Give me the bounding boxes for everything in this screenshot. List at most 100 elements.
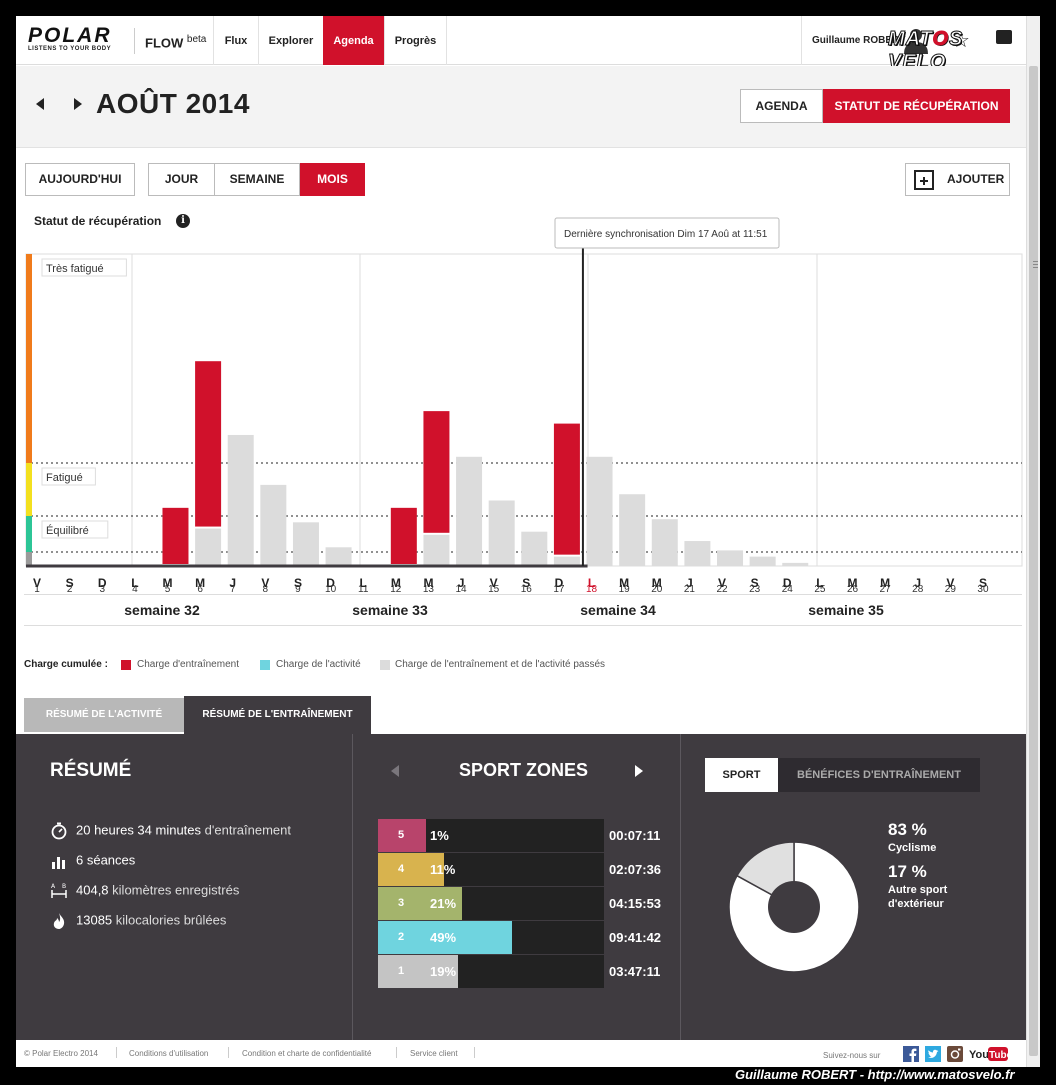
info-icon[interactable]: i xyxy=(176,214,190,228)
recovery-status-button[interactable]: STATUT DE RÉCUPÉRATION xyxy=(823,89,1010,123)
sport-zones-next-icon[interactable] xyxy=(635,765,643,777)
day-letter: J xyxy=(458,576,465,590)
bar-past-load xyxy=(684,541,711,566)
level-label-box xyxy=(41,520,109,539)
zone-time: 03:47:11 xyxy=(609,964,661,979)
footer-separator xyxy=(228,1047,229,1058)
polar-logo[interactable]: POLAR LISTENS TO YOUR BODY xyxy=(28,24,112,52)
bar-past-load xyxy=(292,522,319,566)
chart-title: Statut de récupération xyxy=(34,214,162,228)
stat-distance: A B 404,8 kilomètres enregistrés xyxy=(50,882,239,900)
zone-time: 04:15:53 xyxy=(609,896,662,911)
day-number: 20 xyxy=(651,584,663,595)
footer-privacy-link[interactable]: Condition et charte de confidentialité xyxy=(242,1049,372,1058)
week-labels: semaine 32 semaine 33 semaine 34 semaine… xyxy=(24,594,1022,626)
sport-zones-prev-icon[interactable] xyxy=(391,765,399,777)
recovery-chart: Très fatigué Fatigué Équilibré Dernière syn… xyxy=(25,217,1023,590)
view-month-button[interactable]: MOIS xyxy=(300,163,365,196)
day-letter: S xyxy=(979,576,987,590)
scrollbar-thumb[interactable] xyxy=(1029,66,1038,1056)
sport-label: Autre sport xyxy=(888,884,948,896)
svg-text:A: A xyxy=(51,883,56,890)
day-number: 1 xyxy=(34,584,40,595)
month-header: AOÛT 2014 AGENDA STATUT DE RÉCUPÉRATION xyxy=(16,66,1026,148)
day-number: 14 xyxy=(455,584,467,595)
footer-service-link[interactable]: Service client xyxy=(410,1049,458,1058)
day-letter: D xyxy=(326,576,335,590)
day-letter: D xyxy=(98,576,107,590)
sessions-value: 6 séances xyxy=(76,852,136,868)
next-month-icon[interactable] xyxy=(74,98,82,110)
level-color-strip xyxy=(26,552,32,566)
zone-bar-fill xyxy=(424,921,513,954)
bar-past-load xyxy=(521,531,548,566)
donut-hole xyxy=(768,881,820,933)
zone-number: 2 xyxy=(378,921,424,954)
bar-past-load xyxy=(488,500,515,566)
star-icon[interactable]: ☆ xyxy=(952,30,970,52)
training-summary-panel: RÉSUMÉ 20 heures 34 minutes d'entraîneme… xyxy=(16,734,1026,1040)
day-letter: M xyxy=(880,576,890,590)
add-button[interactable]: AJOUTER xyxy=(905,163,1010,196)
day-letter: V xyxy=(261,576,269,590)
vertical-scrollbar[interactable] xyxy=(1026,16,1040,1067)
day-number: 3 xyxy=(99,584,105,595)
top-navigation: POLAR LISTENS TO YOUR BODY FLOW beta Flu… xyxy=(16,16,1026,74)
day-number: 13 xyxy=(423,584,435,595)
bar-training-load xyxy=(553,423,580,555)
legend-swatch-training xyxy=(121,660,131,670)
tab-sport[interactable]: SPORT xyxy=(705,758,778,792)
today-button[interactable]: AUJOURD'HUI xyxy=(25,163,135,196)
month-title: AOÛT 2014 xyxy=(96,88,250,119)
footer-terms-link[interactable]: Conditions d'utilisation xyxy=(129,1049,209,1058)
level-color-strip xyxy=(26,463,32,516)
day-number: 2 xyxy=(67,584,73,595)
bar-past-load xyxy=(717,550,744,566)
tab-activity-summary[interactable]: RÉSUMÉ DE L'ACTIVITÉ xyxy=(24,698,184,732)
nav-flux[interactable]: Flux xyxy=(213,16,258,65)
legend-label-activity: Charge de l'activité xyxy=(276,659,361,670)
summary-tabs: RÉSUMÉ DE L'ACTIVITÉ RÉSUMÉ DE L'ENTRAÎN… xyxy=(16,696,1026,734)
avatar-icon[interactable] xyxy=(903,26,929,54)
duration-value: 20 heures 34 minutes xyxy=(76,822,202,838)
day-number: 6 xyxy=(197,584,203,595)
day-number: 7 xyxy=(230,584,236,595)
twitter-icon[interactable] xyxy=(925,1046,941,1062)
day-letter: V xyxy=(718,576,726,590)
plot-area xyxy=(25,253,1023,567)
bar-training-load xyxy=(195,361,222,527)
duration-unit: d'entraînement xyxy=(204,822,291,838)
nav-explorer[interactable]: Explorer xyxy=(258,16,323,65)
add-calendar-icon xyxy=(914,170,934,190)
day-letter: M xyxy=(162,576,172,590)
footer-follow-text: Suivez-nous sur xyxy=(823,1051,881,1060)
day-number-axis: 1 2 3 4 5 6 7 8 9 10 11 12 13 14 15 16 17 18 19 20 21 22 23 24 2… xyxy=(34,584,989,595)
prev-month-icon[interactable] xyxy=(36,98,44,110)
tab-training-summary[interactable]: RÉSUMÉ DE L'ENTRAÎNEMENT xyxy=(184,696,371,734)
user-name[interactable]: Guillaume ROBERT xyxy=(801,16,941,65)
view-day-button[interactable]: JOUR xyxy=(148,163,215,196)
zone-bar-fill xyxy=(424,819,426,852)
nav-progres[interactable]: Progrès xyxy=(384,16,447,65)
day-number: 11 xyxy=(358,584,369,595)
day-number: 27 xyxy=(880,584,892,595)
zone-percent: 49% xyxy=(430,930,457,945)
instagram-icon[interactable] xyxy=(947,1046,963,1062)
day-letter: M xyxy=(423,576,433,590)
tab-training-benefits[interactable]: BÉNÉFICES D'ENTRAÎNEMENT xyxy=(778,758,980,792)
nav-agenda[interactable]: Agenda xyxy=(323,16,384,65)
sport-zone-row: 5 1% 00:07:11 xyxy=(378,819,660,852)
agenda-button[interactable]: AGENDA xyxy=(740,89,823,123)
svg-text:You: You xyxy=(969,1049,989,1061)
day-letter: L xyxy=(360,576,367,590)
day-letter: L xyxy=(588,576,595,590)
summary-title: RÉSUMÉ xyxy=(50,760,132,781)
bar-training-load xyxy=(423,411,450,533)
youtube-icon[interactable]: YouTube xyxy=(969,1046,1009,1062)
legend-label-training: Charge d'entraînement xyxy=(137,659,239,670)
chat-icon[interactable] xyxy=(996,30,1012,44)
bar-past-load xyxy=(456,456,483,566)
view-week-button[interactable]: SEMAINE xyxy=(214,163,300,196)
sport-label: Cyclisme xyxy=(888,842,937,854)
facebook-icon[interactable] xyxy=(903,1046,919,1062)
